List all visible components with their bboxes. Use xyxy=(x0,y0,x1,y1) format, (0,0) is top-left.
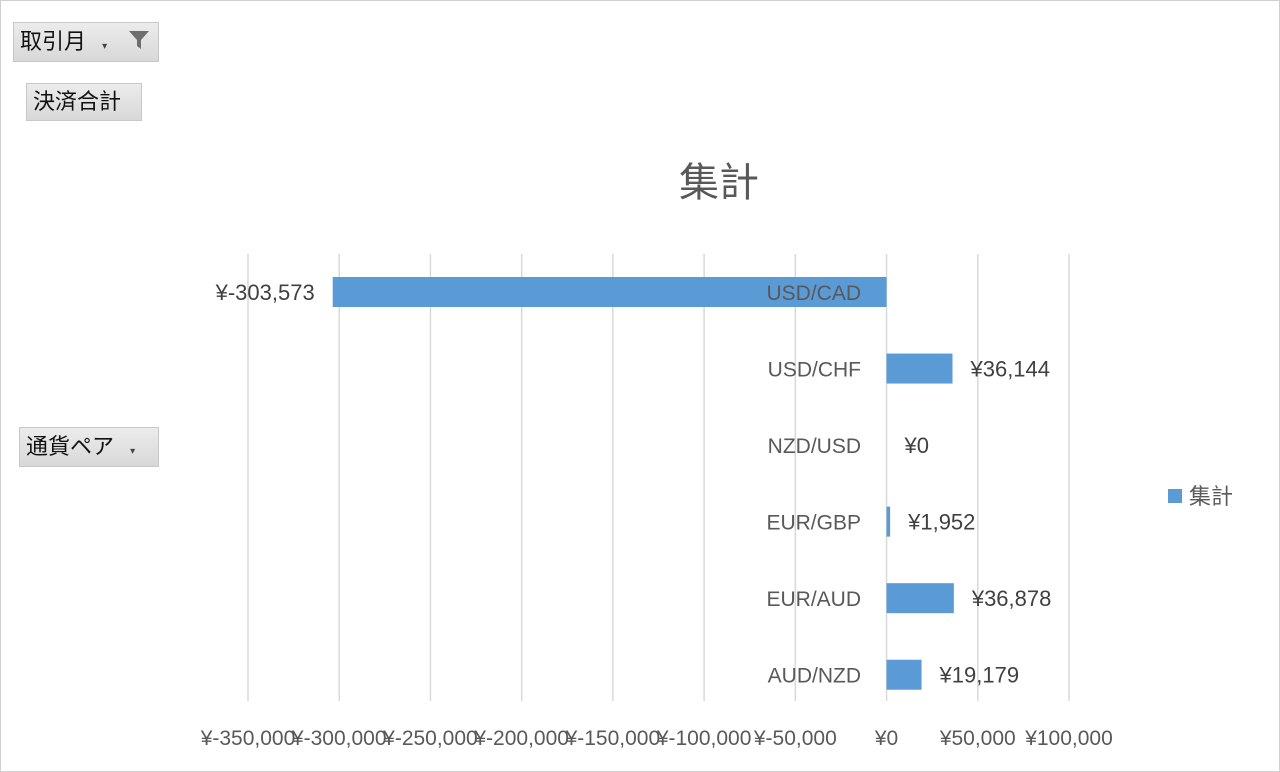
dropdown-arrow-icon: ▾ xyxy=(130,446,136,457)
x-tick-label: ¥0 xyxy=(874,727,898,750)
bar xyxy=(886,506,891,537)
filter-field-button[interactable]: 取引月 ▾ xyxy=(13,22,159,62)
bar xyxy=(886,353,953,384)
category-label: NZD/USD xyxy=(768,435,861,458)
data-label: ¥36,144 xyxy=(969,357,1050,382)
bars xyxy=(332,277,954,690)
bar xyxy=(886,659,922,690)
legend: 集計 xyxy=(1168,485,1233,510)
x-tick-label: ¥-350,000 xyxy=(200,727,296,750)
data-label: ¥36,878 xyxy=(971,586,1052,611)
dropdown-arrow-icon: ▾ xyxy=(102,41,108,52)
data-label: ¥19,179 xyxy=(939,663,1020,688)
x-tick-label: ¥-250,000 xyxy=(382,727,478,750)
legend-swatch xyxy=(1168,489,1182,503)
value-field-label: 決済合計 xyxy=(33,89,122,114)
bar xyxy=(886,583,954,614)
x-tick-label: ¥100,000 xyxy=(1024,727,1113,750)
legend-label: 集計 xyxy=(1189,485,1233,510)
data-label: ¥-303,573 xyxy=(215,280,315,305)
category-label: EUR/GBP xyxy=(766,512,861,535)
data-label: ¥0 xyxy=(904,433,929,458)
x-tick-label: ¥-50,000 xyxy=(753,727,837,750)
funnel-filter-icon xyxy=(129,31,149,49)
category-label: AUD/NZD xyxy=(768,665,861,688)
x-tick-label: ¥-200,000 xyxy=(473,727,569,750)
x-tick-label: ¥50,000 xyxy=(939,727,1016,750)
gridlines xyxy=(247,254,1070,701)
category-label: EUR/AUD xyxy=(766,588,861,611)
data-label: ¥1,952 xyxy=(907,510,975,535)
axis-field-label: 通貨ペア xyxy=(26,434,115,459)
x-tick-label: ¥-100,000 xyxy=(656,727,752,750)
chart-title: 集計 xyxy=(679,160,759,206)
axis-field-button[interactable]: 通貨ペア ▾ xyxy=(19,427,159,467)
filter-field-label: 取引月 xyxy=(20,29,87,54)
x-tick-label: ¥-150,000 xyxy=(565,727,661,750)
x-tick-label: ¥-300,000 xyxy=(291,727,387,750)
category-label: USD/CHF xyxy=(768,359,861,382)
bar xyxy=(332,277,887,307)
category-label: USD/CAD xyxy=(766,282,861,305)
labels: ¥-350,000¥-300,000¥-250,000¥-200,000¥-15… xyxy=(200,280,1113,750)
value-field-button[interactable]: 決済合計 xyxy=(26,83,142,121)
